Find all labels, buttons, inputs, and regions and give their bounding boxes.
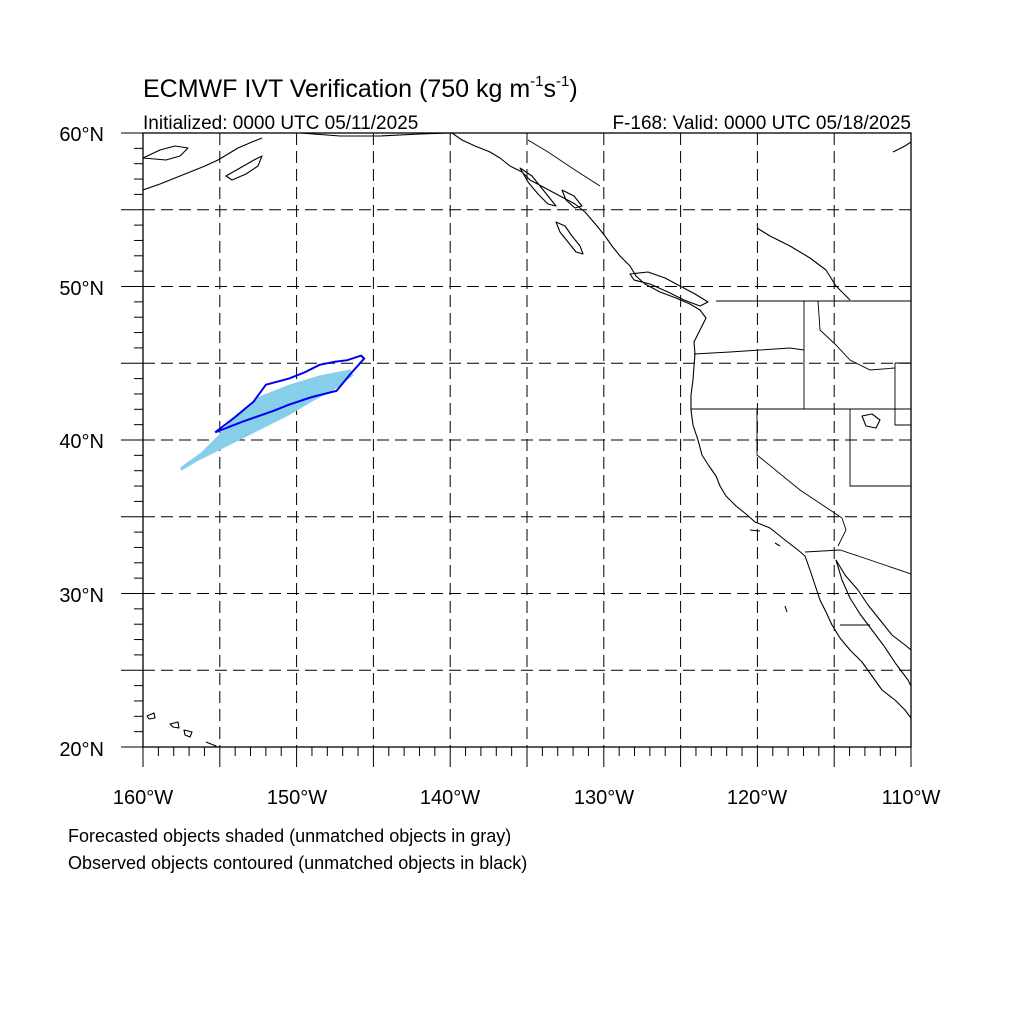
observed-object-contour bbox=[214, 354, 366, 434]
lon-label-150w: 150°W bbox=[267, 787, 327, 809]
lon-label-140w: 140°W bbox=[420, 787, 480, 809]
footnote-observed: Observed objects contoured (unmatched ob… bbox=[68, 853, 527, 873]
lat-label-30n: 30°N bbox=[59, 585, 104, 607]
lon-label-110w: 110°W bbox=[882, 787, 941, 809]
chart-title: ECMWF IVT Verification (750 kg m-1s-1) bbox=[143, 73, 578, 103]
lat-label-40n: 40°N bbox=[59, 431, 104, 453]
political-borders bbox=[527, 139, 911, 626]
footnote-forecast: Forecasted objects shaded (unmatched obj… bbox=[68, 826, 511, 846]
graticule bbox=[143, 133, 911, 747]
lon-label-120w: 120°W bbox=[727, 787, 787, 809]
latitude-labels: 60°N 50°N 40°N 30°N 20°N bbox=[59, 124, 104, 761]
lat-label-50n: 50°N bbox=[59, 278, 104, 300]
valid-time: F-168: Valid: 0000 UTC 05/18/2025 bbox=[612, 113, 911, 134]
lon-label-130w: 130°W bbox=[574, 787, 634, 809]
lon-label-160w: 160°W bbox=[113, 787, 173, 809]
lat-label-20n: 20°N bbox=[59, 739, 104, 761]
coastlines bbox=[143, 133, 911, 747]
forecast-object bbox=[179, 369, 354, 471]
initialized-time: Initialized: 0000 UTC 05/11/2025 bbox=[143, 113, 418, 134]
longitude-labels: 160°W 150°W 140°W 130°W 120°W 110°W bbox=[113, 787, 941, 809]
lat-label-60n: 60°N bbox=[59, 124, 104, 146]
axis-ticks bbox=[121, 132, 912, 767]
